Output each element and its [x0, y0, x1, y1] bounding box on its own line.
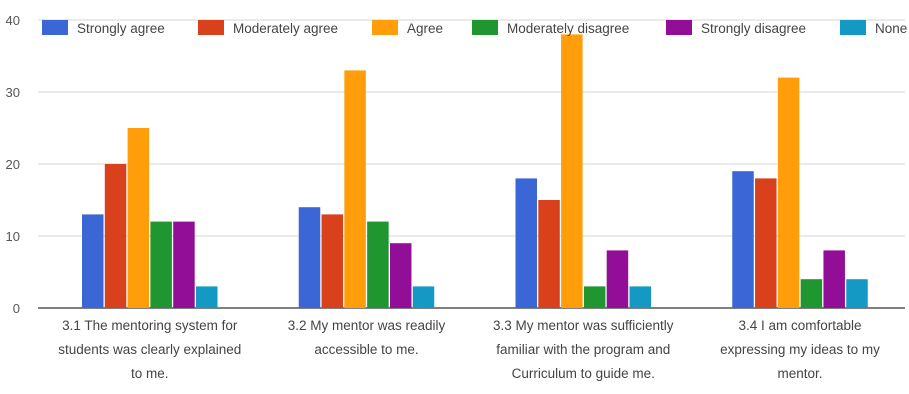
- y-axis: 0 10 20 30 40: [6, 13, 20, 316]
- bar: [846, 279, 868, 308]
- legend-swatch: [198, 20, 224, 35]
- bar: [196, 286, 218, 308]
- bar: [412, 286, 435, 308]
- x-category-label: Curriculum to guide me.: [512, 366, 655, 381]
- x-category-label: students was clearly explained: [58, 342, 241, 357]
- x-category-label: accessible to me.: [314, 342, 418, 357]
- x-category-label: to me.: [131, 366, 169, 381]
- bar: [82, 214, 104, 308]
- legend-swatch: [42, 20, 68, 35]
- x-category-label: familiar with the program and: [496, 342, 670, 357]
- y-tick-label: 40: [6, 13, 20, 28]
- bar: [298, 207, 321, 308]
- bar: [538, 200, 560, 308]
- legend-swatch: [372, 20, 398, 35]
- legend-label: Moderately agree: [233, 21, 338, 36]
- x-category-label: expressing my ideas to my: [720, 342, 880, 357]
- bars: [82, 34, 868, 309]
- legend-label: Agree: [407, 21, 443, 36]
- x-category-label: 3.3 My mentor was sufficiently: [493, 318, 674, 333]
- bar: [367, 221, 389, 308]
- legend-label: Moderately disagree: [507, 21, 629, 36]
- bar: [629, 286, 651, 308]
- legend: Strongly agree Moderately agree Agree Moder…: [42, 20, 907, 36]
- legend-label: Strongly disagree: [701, 21, 806, 36]
- bar: [561, 34, 583, 309]
- legend-swatch: [840, 20, 866, 35]
- legend-swatch: [472, 20, 498, 35]
- bar: [150, 221, 172, 308]
- x-axis: 3.1 The mentoring system for students was…: [58, 318, 880, 381]
- bar: [344, 70, 366, 309]
- bar: [755, 178, 777, 308]
- y-tick-label: 10: [6, 229, 20, 244]
- bar: [732, 171, 754, 308]
- bar: [173, 221, 195, 308]
- legend-label: Strongly agree: [77, 21, 165, 36]
- bar: [321, 214, 344, 308]
- y-tick-label: 20: [6, 157, 20, 172]
- bar: [606, 250, 629, 308]
- y-tick-label: 0: [13, 301, 20, 316]
- y-tick-label: 30: [6, 85, 20, 100]
- bar: [800, 279, 823, 308]
- x-category-label: mentor.: [777, 366, 822, 381]
- bar: [823, 250, 845, 308]
- x-category-label: 3.1 The mentoring system for: [62, 318, 238, 333]
- bar: [583, 286, 606, 308]
- x-category-label: 3.2 My mentor was readily: [288, 318, 446, 333]
- bar: [104, 164, 127, 308]
- legend-swatch: [666, 20, 692, 35]
- x-category-label: 3.4 I am comfortable: [738, 318, 861, 333]
- bar: [389, 243, 412, 308]
- bar: [515, 178, 537, 308]
- bar: [127, 128, 150, 308]
- bar: [777, 77, 800, 308]
- legend-label: None: [875, 21, 907, 36]
